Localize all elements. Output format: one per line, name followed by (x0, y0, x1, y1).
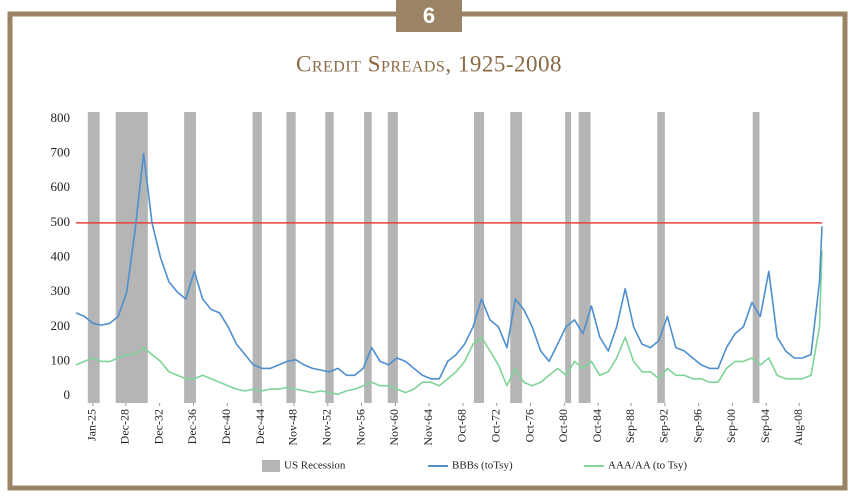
x-tick-label: Dec-40 (219, 409, 233, 444)
x-tick-label: Nov-52 (320, 409, 334, 446)
legend-swatch (262, 460, 280, 472)
x-tick-label: Nov-48 (286, 409, 300, 446)
recession-band (510, 112, 523, 403)
x-tick-label: Nov-60 (387, 409, 401, 446)
recession-band (325, 112, 334, 403)
x-tick-label: Oct-84 (590, 409, 604, 442)
y-tick-label: 0 (64, 387, 71, 402)
recession-band (286, 112, 296, 403)
x-tick-label: Dec-44 (253, 409, 267, 444)
y-tick-label: 800 (51, 110, 71, 125)
y-tick-label: 700 (51, 145, 71, 160)
series-line (75, 152, 823, 380)
series-line (75, 250, 823, 396)
legend-label: US Recession (284, 460, 346, 472)
x-tick-label: Oct-72 (488, 409, 502, 442)
recession-band (387, 112, 398, 403)
x-tick-label: Dec-36 (185, 409, 199, 444)
lines (75, 152, 823, 396)
x-tick-label: Nov-56 (353, 409, 367, 446)
recession-bands (87, 112, 760, 403)
x-tick-label: Nov-64 (421, 409, 435, 446)
x-tick-label: Sep-88 (623, 409, 637, 443)
recession-band (364, 112, 372, 403)
x-tick-label: Oct-80 (556, 409, 570, 442)
legend-label: BBBs (toTsy) (452, 460, 513, 472)
recession-band (184, 112, 196, 403)
recession-band (657, 112, 665, 403)
recession-band (752, 112, 760, 403)
x-tick-label: Sep-92 (657, 409, 671, 443)
x-tick-label: Aug-08 (791, 409, 805, 446)
legend: US Recession BBBs (toTsy) AAA/AA (to Tsy) (262, 460, 687, 472)
y-tick-label: 200 (51, 318, 71, 333)
figure-badge (396, 0, 462, 32)
recession-band (252, 112, 262, 403)
y-tick-label: 300 (51, 283, 71, 298)
y-tick-label: 600 (51, 179, 71, 194)
y-tick-label: 500 (51, 214, 71, 229)
figure-number: 6 (423, 3, 435, 28)
x-tick-label: Oct-76 (522, 409, 536, 442)
legend-label: AAA/AA (to Tsy) (608, 460, 687, 472)
recession-band (473, 112, 485, 403)
axes: 0 100 200 300 400 500 600 700 800 Jan-25 Dec-28 Dec… (51, 110, 805, 446)
x-tick-label: Dec-28 (118, 409, 132, 444)
x-tick-label: Jan-25 (85, 409, 99, 441)
recession-band (578, 112, 591, 403)
x-tick-label: Dec-32 (151, 409, 165, 444)
x-tick-label: Sep-00 (724, 409, 738, 443)
y-tick-label: 100 (51, 352, 71, 367)
y-tick-label: 400 (51, 248, 71, 263)
x-tick-label: Sep-04 (758, 409, 772, 443)
x-tick-label: Oct-68 (455, 409, 469, 442)
chart-title: Credit Spreads, 1925-2008 (296, 51, 562, 76)
x-tick-label: Sep-96 (690, 409, 704, 443)
recession-band (565, 112, 572, 403)
recession-band (87, 112, 100, 403)
